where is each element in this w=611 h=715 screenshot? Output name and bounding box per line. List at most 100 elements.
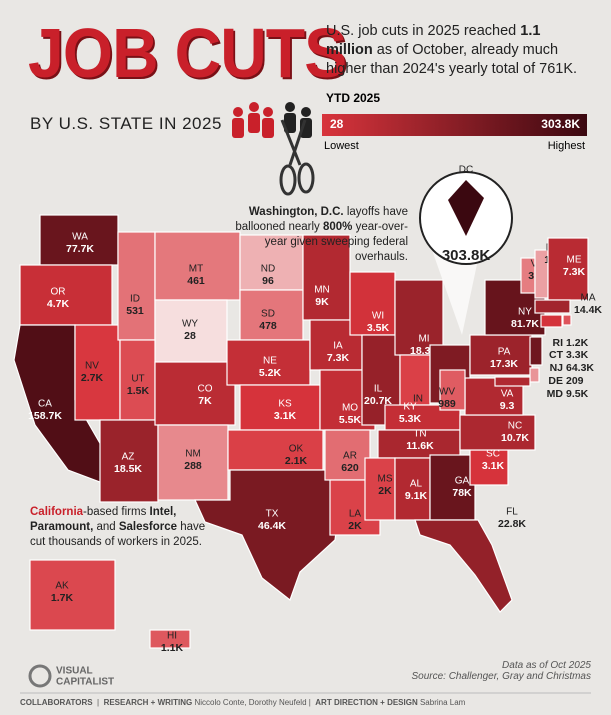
state-value: 20.7K — [364, 395, 392, 407]
intro: U.S. job cuts in 2025 reached 1.1 millio… — [326, 22, 591, 79]
annotation-text: layoffs have ballooned nearly — [235, 206, 408, 233]
state-value: 22.8K — [498, 518, 526, 530]
legend-title: YTD 2025 — [326, 91, 380, 105]
brand-logo — [28, 664, 52, 688]
credits-names: Sabrina Lam — [419, 698, 466, 707]
state-value: 5.2K — [259, 367, 282, 379]
state — [529, 336, 543, 366]
state-name: OK — [289, 444, 304, 455]
state-value: 288 — [184, 460, 202, 472]
state-value: 3.5K — [367, 322, 390, 334]
state-value: 531 — [126, 305, 144, 317]
state-name: CO — [198, 384, 213, 395]
state — [157, 424, 229, 501]
intro-text: as of October, already much higher than … — [326, 42, 578, 77]
ca-annotation: California-based firms Intel, Paramount,… — [30, 505, 220, 550]
state-value: 9.3 — [500, 400, 515, 412]
state-value: 478 — [259, 320, 277, 332]
state — [29, 559, 116, 631]
state-value: 2K — [348, 520, 362, 532]
state-value: 461 — [187, 275, 205, 287]
state-name: WI — [372, 311, 384, 322]
state-value: 64.3K — [566, 362, 594, 374]
brand-line-1: VISUAL — [56, 666, 93, 677]
state-value: 28 — [184, 330, 196, 342]
state-value: 303.8K — [442, 247, 491, 264]
state — [459, 414, 536, 451]
state — [117, 231, 156, 341]
legend-max: 303.8K — [541, 117, 580, 131]
state-value: 2K — [378, 485, 392, 497]
annotation-bold: Salesforce — [118, 521, 178, 533]
state-value: 10.7K — [501, 432, 529, 444]
state — [399, 354, 431, 406]
state-name: NY — [518, 307, 532, 318]
state — [74, 324, 121, 421]
state-name: IL — [374, 384, 383, 395]
state — [154, 299, 228, 363]
state-value: 1.5K — [127, 385, 150, 397]
state-value: 3.1K — [482, 460, 505, 472]
credits-label: COLLABORATORS — [20, 698, 93, 707]
state-value: 96 — [262, 275, 274, 287]
state-value: 9K — [315, 296, 329, 308]
state-name: SD — [261, 309, 275, 320]
state-name: NV — [85, 361, 99, 372]
state — [529, 367, 540, 383]
state-value: 9.1K — [405, 490, 428, 502]
state-name: NM — [185, 449, 201, 460]
icon-scissors — [279, 119, 315, 196]
state-name: NC — [508, 421, 522, 432]
state — [99, 419, 159, 503]
state — [469, 334, 533, 376]
state — [239, 384, 321, 431]
state-name: MI — [418, 334, 429, 345]
state — [349, 271, 396, 336]
state-name: KY — [403, 402, 417, 413]
state-name: AK — [55, 581, 69, 592]
state-value: 1.2K — [566, 337, 589, 349]
legend-min: 28 — [330, 117, 344, 131]
state-value: 18.5K — [114, 463, 142, 475]
intro-highlight: 1.1 million — [326, 23, 541, 58]
state — [324, 429, 371, 481]
state — [439, 369, 466, 411]
state-value: 989 — [438, 398, 456, 410]
state-value: 7.3K — [327, 352, 350, 364]
state-name: GA — [455, 476, 470, 487]
state-value: 2.7K — [81, 372, 104, 384]
state-value: 7.3K — [563, 266, 586, 278]
state-name: SC — [486, 449, 500, 460]
state-value: 2.1K — [285, 455, 308, 467]
state-name: TX — [266, 509, 279, 520]
annotation-bold: California — [30, 506, 84, 518]
annotation-text: year-over-year given sweeping federal ov… — [264, 221, 408, 263]
annotation-bold: 800% — [322, 221, 353, 233]
subtitle: BY U.S. STATE IN 2025 — [30, 114, 222, 133]
state-name: TN — [413, 429, 426, 440]
state — [302, 234, 351, 321]
state-value: 9.5K — [566, 388, 589, 400]
state — [364, 457, 396, 521]
state-value: 7K — [198, 395, 212, 407]
state — [227, 429, 324, 471]
state-name: DC — [459, 165, 473, 176]
state-value: 5.5K — [339, 414, 362, 426]
state-name: AL — [410, 479, 423, 490]
state — [534, 299, 571, 314]
state — [377, 429, 461, 459]
state-value: 1.7K — [51, 592, 74, 604]
state-value: 4.7K — [47, 298, 70, 310]
footer-notes: Data as of Oct 2025 Source: Challenger, … — [411, 660, 591, 682]
state-name: DE — [548, 375, 563, 387]
credits-names: Niccolo Conte, Dorothy Neufeld — [194, 698, 307, 707]
state — [394, 279, 444, 356]
state-name: KS — [278, 399, 292, 410]
state-value: 5.3K — [399, 413, 422, 425]
state-value: 209 — [566, 375, 584, 387]
state-name: RI — [553, 337, 564, 349]
callout-pointer — [432, 250, 480, 335]
state-name: ME — [567, 255, 582, 266]
state — [448, 180, 484, 236]
